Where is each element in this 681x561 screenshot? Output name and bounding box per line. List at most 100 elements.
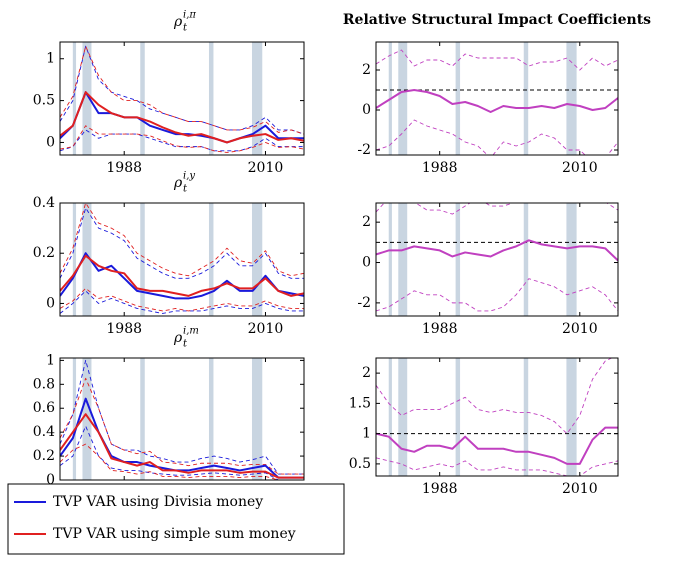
series-line — [60, 397, 304, 479]
recession-band — [208, 358, 214, 480]
band-line — [60, 207, 304, 279]
y-tick-label: 1.5 — [349, 395, 371, 411]
recession-band — [388, 358, 392, 476]
y-tick-label: 0 — [362, 255, 371, 271]
recession-band — [523, 358, 529, 476]
y-tick-label: 0.2 — [33, 448, 55, 464]
band-line — [60, 203, 304, 277]
recession-band — [82, 203, 92, 316]
recession-band — [72, 203, 77, 316]
x-tick-label: 1988 — [422, 321, 458, 337]
series-line — [60, 413, 304, 479]
plot-frame — [59, 41, 305, 156]
chart-title: Relative Structural Impact Coefficients — [343, 12, 651, 28]
x-tick-label: 1988 — [422, 160, 458, 176]
y-tick-label: 0 — [46, 472, 55, 488]
plot-frame — [59, 357, 305, 481]
y-tick-label: -2 — [357, 295, 371, 311]
x-tick-label: 2010 — [562, 321, 598, 337]
x-tick-label: 2010 — [248, 160, 284, 176]
y-tick-label: 2 — [362, 62, 371, 78]
band-line — [376, 49, 618, 71]
recession-band — [455, 358, 461, 476]
plot-area — [60, 358, 304, 480]
band-line — [60, 359, 304, 475]
series-line — [60, 254, 304, 297]
y-tick-label: 1 — [46, 352, 55, 368]
series-line — [376, 89, 618, 113]
y-tick-label: 0.4 — [33, 424, 55, 440]
recession-band — [388, 203, 392, 316]
series-line — [60, 252, 304, 300]
recession-band — [455, 203, 461, 316]
band-line — [376, 119, 618, 155]
x-tick-label: 1988 — [106, 321, 142, 337]
recession-band — [455, 42, 461, 155]
recession-band — [566, 42, 577, 155]
y-tick-label: 0 — [46, 295, 55, 311]
plot-frame — [59, 202, 305, 317]
recession-band — [140, 203, 145, 316]
y-tick-label: 0.8 — [33, 376, 55, 392]
y-tick-label: 0.4 — [33, 195, 55, 211]
chart-title-sub: t — [183, 184, 188, 195]
legend-label: TVP VAR using Divisia money — [53, 494, 263, 510]
recession-band — [251, 42, 263, 155]
plot-area — [376, 42, 618, 155]
recession-band — [140, 358, 145, 480]
y-tick-label: 0.2 — [33, 245, 55, 261]
x-tick-label: 2010 — [248, 321, 284, 337]
chart-title: ρ — [173, 175, 183, 191]
band-line — [60, 45, 304, 135]
x-tick-label: 1988 — [422, 481, 458, 497]
y-tick-label: 0.5 — [349, 456, 371, 472]
plot-area — [376, 203, 618, 316]
recession-band — [523, 42, 529, 155]
recession-band — [398, 203, 408, 316]
recession-band — [566, 358, 577, 476]
recession-band — [72, 42, 77, 155]
chart-title-sup: i,m — [183, 326, 199, 337]
series-line — [376, 426, 618, 465]
y-tick-label: 2 — [362, 214, 371, 230]
recession-band — [72, 358, 77, 480]
x-tick-label: 2010 — [562, 160, 598, 176]
band-line — [60, 45, 304, 135]
x-tick-label: 2010 — [562, 481, 598, 497]
chart-title: ρ — [173, 330, 183, 346]
x-tick-label: 1988 — [106, 160, 142, 176]
y-tick-label: 1 — [362, 426, 371, 442]
recession-band — [140, 42, 145, 155]
band-line — [376, 457, 618, 476]
legend-label: TVP VAR using simple sum money — [53, 526, 296, 542]
series-line — [60, 91, 304, 144]
y-tick-label: 0 — [362, 102, 371, 118]
recession-band — [82, 358, 92, 480]
recession-band — [398, 358, 408, 476]
plot-frame — [375, 202, 619, 317]
plot-area — [376, 358, 618, 476]
plot-area — [60, 203, 304, 316]
recession-band — [523, 203, 529, 316]
legend-box — [7, 483, 345, 555]
y-tick-label: 0.6 — [33, 400, 55, 416]
y-tick-label: 0 — [46, 134, 55, 150]
y-tick-label: 1 — [46, 51, 55, 67]
plot-area — [60, 42, 304, 155]
y-tick-label: 0.5 — [33, 93, 55, 109]
recession-band — [208, 203, 214, 316]
recession-band — [566, 203, 577, 316]
chart-title-sup: i,y — [183, 171, 195, 182]
y-tick-label: 2 — [362, 365, 371, 381]
band-line — [60, 377, 304, 475]
band-line — [60, 287, 304, 312]
y-tick-label: -2 — [357, 142, 371, 158]
chart-title-sub: t — [183, 23, 188, 34]
chart-title-sup: i,π — [183, 10, 196, 21]
plot-frame — [375, 41, 619, 156]
plot-frame — [375, 357, 619, 477]
chart-title: ρ — [173, 14, 183, 30]
chart-title-sub: t — [183, 339, 188, 350]
band-line — [60, 129, 304, 152]
